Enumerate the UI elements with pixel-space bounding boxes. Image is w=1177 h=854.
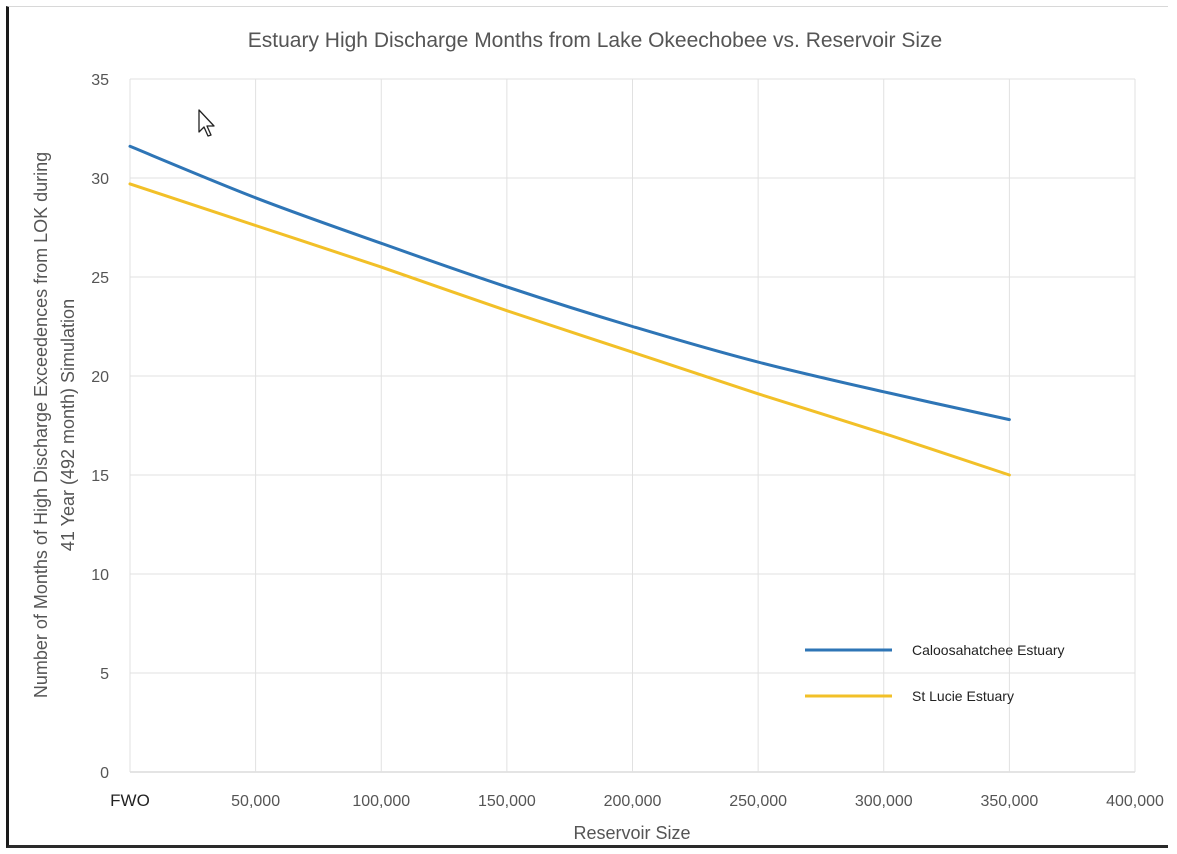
x-axis-label: Reservoir Size <box>573 823 690 843</box>
y-tick-labels: 0 5 10 15 20 25 30 35 <box>91 72 109 782</box>
y-tick-label: 15 <box>91 468 109 485</box>
x-tick-label: 300,000 <box>855 793 913 810</box>
chart-title: Estuary High Discharge Months from Lake … <box>248 29 942 52</box>
y-axis-label-line-2: 41 Year (492 month) Simulation <box>58 299 78 551</box>
grid-lines <box>129 78 1136 773</box>
series-line-1 <box>128 144 1011 422</box>
series-line-2 <box>128 182 1011 477</box>
x-tick-label: 250,000 <box>729 793 787 810</box>
x-tick-label: 150,000 <box>478 793 536 810</box>
x-tick-label: 400,000 <box>1106 793 1164 810</box>
legend-label: Caloosahatchee Estuary <box>912 642 1065 658</box>
chart-frame <box>6 6 1168 848</box>
legend-label: St Lucie Estuary <box>912 688 1014 704</box>
y-tick-label: 30 <box>91 171 109 188</box>
legend: Caloosahatchee Estuary St Lucie Estuary <box>805 642 1065 704</box>
x-tick-labels: FWO 50,000 100,000 150,000 200,000 250,000 300… <box>110 791 1164 810</box>
series-lines <box>128 144 1011 477</box>
y-tick-label: 10 <box>91 567 109 584</box>
y-tick-label: 5 <box>100 666 109 683</box>
x-tick-label: 50,000 <box>231 793 280 810</box>
y-axis-label-line-1: Number of Months of High Discharge Excee… <box>31 152 51 698</box>
y-tick-label: 35 <box>91 72 109 89</box>
y-tick-label: 25 <box>91 270 109 287</box>
cursor-icon <box>198 109 215 137</box>
y-tick-label: 20 <box>91 369 109 386</box>
x-tick-label: FWO <box>110 791 150 810</box>
x-tick-label: 200,000 <box>604 793 662 810</box>
y-tick-label: 0 <box>100 765 109 782</box>
x-tick-label: 100,000 <box>352 793 410 810</box>
x-tick-label: 350,000 <box>980 793 1038 810</box>
